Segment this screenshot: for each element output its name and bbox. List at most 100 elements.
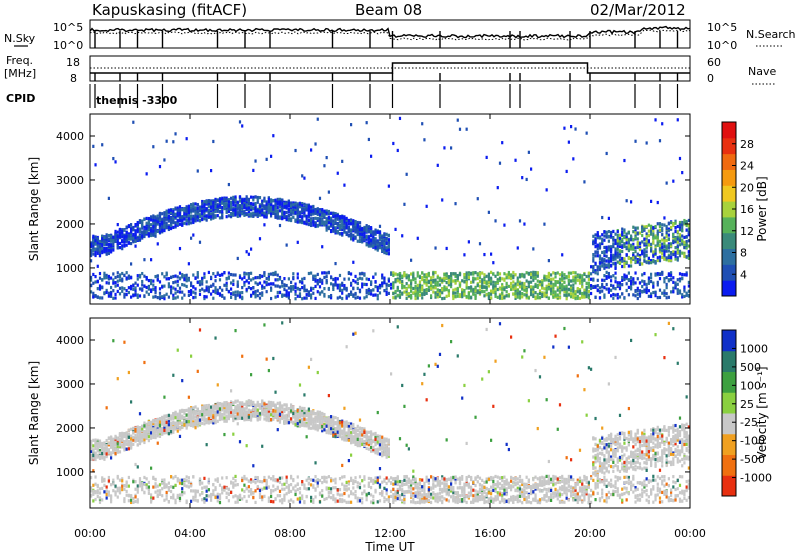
range-cell — [652, 258, 655, 263]
range-cell — [381, 241, 384, 245]
range-cell — [545, 286, 548, 291]
range-cell — [252, 195, 255, 199]
range-cell — [636, 226, 639, 230]
range-cell — [663, 239, 666, 243]
range-cell — [683, 243, 686, 248]
range-cell — [434, 280, 437, 284]
range-cell — [485, 282, 488, 286]
range-cell — [667, 279, 670, 283]
range-cell — [443, 278, 446, 283]
range-cell — [352, 293, 355, 297]
range-cell — [323, 164, 326, 168]
range-cell — [494, 282, 497, 286]
range-cell — [323, 287, 326, 291]
range-cell — [365, 295, 368, 299]
range-cell — [430, 281, 433, 285]
range-cell — [176, 275, 179, 279]
range-cell — [347, 218, 350, 223]
range-cell — [561, 276, 564, 281]
range-cell — [516, 292, 519, 296]
range-cell — [581, 291, 584, 296]
range-cell — [676, 258, 679, 262]
range-cell — [443, 276, 446, 280]
range-cell — [636, 252, 639, 256]
range-cell — [383, 281, 386, 285]
y-tick-label: 1000 — [56, 262, 84, 275]
range-cell — [243, 275, 246, 280]
range-cell — [634, 288, 637, 293]
y-tick-label: 3000 — [56, 174, 84, 187]
range-cell — [258, 274, 262, 278]
range-cell — [192, 214, 195, 218]
range-cell — [125, 292, 128, 297]
range-cell — [605, 275, 608, 279]
range-cell — [130, 237, 133, 241]
range-cell — [238, 293, 242, 297]
range-cell — [607, 239, 610, 243]
range-cell — [287, 277, 290, 281]
range-cell — [172, 296, 175, 301]
range-cell — [523, 275, 526, 279]
range-cell — [141, 226, 144, 230]
range-cell — [310, 211, 313, 216]
range-cell — [152, 219, 155, 223]
range-cell — [394, 272, 397, 276]
range-cell — [118, 292, 122, 296]
range-cell — [112, 441, 115, 445]
range-cell — [687, 218, 690, 223]
range-cell — [183, 208, 186, 212]
range-cell — [567, 140, 570, 144]
range-cell — [634, 271, 637, 275]
range-cell — [301, 218, 304, 223]
range-cell — [643, 248, 646, 252]
range-cell — [141, 271, 144, 276]
range-cell — [663, 248, 666, 252]
range-cell — [292, 284, 295, 289]
range-cell — [127, 484, 130, 488]
range-cell — [278, 277, 282, 281]
range-cell — [576, 287, 579, 291]
range-cell — [418, 293, 422, 297]
range-cell — [121, 271, 124, 276]
range-cell — [334, 214, 337, 218]
range-cell — [265, 290, 268, 294]
range-cell — [525, 177, 528, 182]
range-cell — [330, 296, 333, 300]
range-cell — [592, 252, 595, 257]
range-cell — [514, 158, 517, 162]
range-cell — [590, 286, 593, 291]
range-cell — [403, 202, 406, 206]
range-cell — [681, 251, 684, 255]
range-cell — [216, 203, 219, 207]
range-cell — [201, 282, 204, 286]
range-cell — [612, 236, 615, 241]
range-cell — [518, 290, 522, 294]
range-cell — [281, 203, 284, 207]
range-cell — [672, 179, 675, 183]
range-cell — [125, 435, 128, 439]
range-cell — [418, 275, 422, 280]
range-cell — [163, 158, 166, 162]
range-cell — [683, 294, 686, 299]
range-cell — [301, 203, 304, 208]
range-cell — [158, 218, 162, 222]
range-cell — [472, 280, 475, 284]
range-cell — [607, 271, 610, 276]
range-cell — [203, 294, 206, 299]
range-cell — [150, 233, 153, 238]
range-cell — [287, 201, 290, 205]
range-cell — [625, 245, 628, 249]
range-cell — [158, 280, 162, 284]
range-cell — [278, 202, 282, 206]
range-cell — [323, 209, 326, 213]
range-cell — [252, 211, 255, 215]
range-cell — [378, 291, 382, 295]
range-cell — [325, 279, 328, 283]
range-cell — [601, 250, 604, 254]
range-cell — [383, 239, 386, 243]
range-cell — [121, 484, 124, 488]
range-cell — [92, 242, 95, 246]
range-cell — [134, 437, 137, 441]
range-cell — [596, 250, 599, 255]
range-cell — [658, 250, 662, 254]
